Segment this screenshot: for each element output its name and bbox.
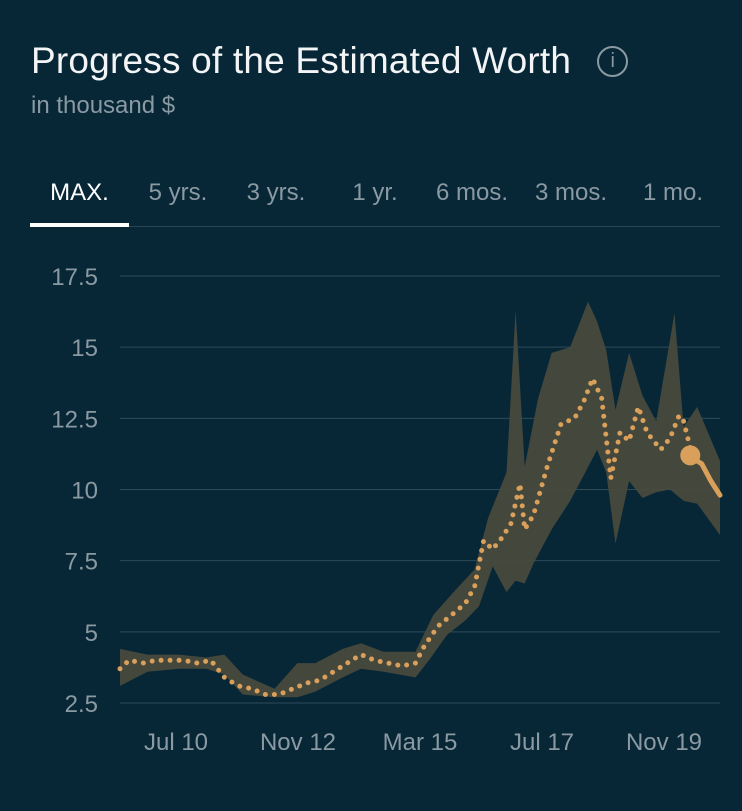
x-tick-label: Jul 10	[144, 729, 208, 756]
title-row: Progress of the Estimated Worth i	[31, 40, 722, 82]
chart-subtitle: in thousand $	[31, 92, 176, 119]
x-tick-label: Nov 19	[626, 729, 702, 756]
time-range-tabs: MAX. 5 yrs. 3 yrs. 1 yr. 6 mos. 3 mos. 1…	[30, 160, 720, 227]
range-band	[120, 301, 720, 698]
tab-1-month[interactable]: 1 mo.	[642, 179, 704, 206]
y-tick-label: 15	[71, 335, 98, 362]
info-icon[interactable]: i	[597, 45, 629, 77]
tab-3-months[interactable]: 3 mos.	[534, 179, 608, 206]
chart-header: Progress of the Estimated Worth i in tho…	[31, 40, 722, 120]
chart-title: Progress of the Estimated Worth	[31, 40, 572, 81]
worth-chart: 2.5 5 7.5 10 12.5 15 17.5 Jul 10 Nov 12 Mar 15 Jul…	[51, 264, 723, 756]
y-tick-label: 2.5	[65, 691, 98, 718]
x-tick-label: Mar 15	[383, 729, 458, 756]
tab-3-years[interactable]: 3 yrs.	[246, 179, 306, 206]
y-tick-label: 7.5	[65, 549, 98, 576]
y-tick-label: 10	[71, 478, 98, 505]
x-tick-label: Nov 12	[260, 729, 336, 756]
tab-1-year[interactable]: 1 yr.	[352, 179, 398, 206]
y-tick-label: 17.5	[51, 264, 98, 291]
tab-5-years[interactable]: 5 yrs.	[148, 179, 208, 206]
x-tick-label: Jul 17	[510, 729, 574, 756]
tab-6-months[interactable]: 6 mos.	[435, 179, 509, 206]
series-line-1	[117, 376, 696, 697]
current-value-marker	[680, 445, 701, 466]
tab-max[interactable]: MAX.	[30, 160, 129, 227]
y-tick-label: 5	[85, 620, 98, 647]
y-tick-label: 12.5	[51, 406, 98, 433]
